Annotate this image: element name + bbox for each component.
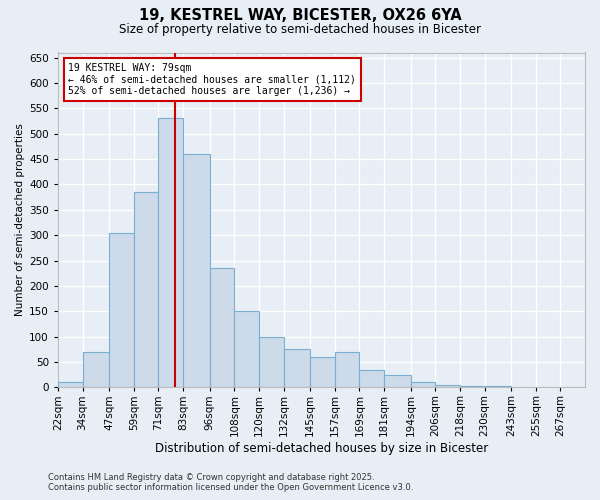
Bar <box>335 352 359 388</box>
Text: 19, KESTREL WAY, BICESTER, OX26 6YA: 19, KESTREL WAY, BICESTER, OX26 6YA <box>139 8 461 22</box>
Bar <box>158 118 183 388</box>
Bar <box>109 232 134 388</box>
X-axis label: Distribution of semi-detached houses by size in Bicester: Distribution of semi-detached houses by … <box>155 442 488 455</box>
Bar <box>460 386 485 388</box>
Bar <box>485 386 511 388</box>
Bar <box>58 382 83 388</box>
Bar <box>511 387 536 388</box>
Bar <box>259 336 284 388</box>
Bar <box>284 350 310 388</box>
Bar <box>134 192 158 388</box>
Bar <box>210 268 235 388</box>
Text: Size of property relative to semi-detached houses in Bicester: Size of property relative to semi-detach… <box>119 22 481 36</box>
Bar <box>83 352 109 388</box>
Bar <box>435 385 460 388</box>
Bar <box>560 387 585 388</box>
Y-axis label: Number of semi-detached properties: Number of semi-detached properties <box>15 124 25 316</box>
Bar <box>384 374 410 388</box>
Bar <box>410 382 435 388</box>
Text: 19 KESTREL WAY: 79sqm
← 46% of semi-detached houses are smaller (1,112)
52% of s: 19 KESTREL WAY: 79sqm ← 46% of semi-deta… <box>68 62 356 96</box>
Bar <box>310 357 335 388</box>
Bar <box>183 154 210 388</box>
Bar <box>235 312 259 388</box>
Text: Contains HM Land Registry data © Crown copyright and database right 2025.
Contai: Contains HM Land Registry data © Crown c… <box>48 473 413 492</box>
Bar <box>359 370 384 388</box>
